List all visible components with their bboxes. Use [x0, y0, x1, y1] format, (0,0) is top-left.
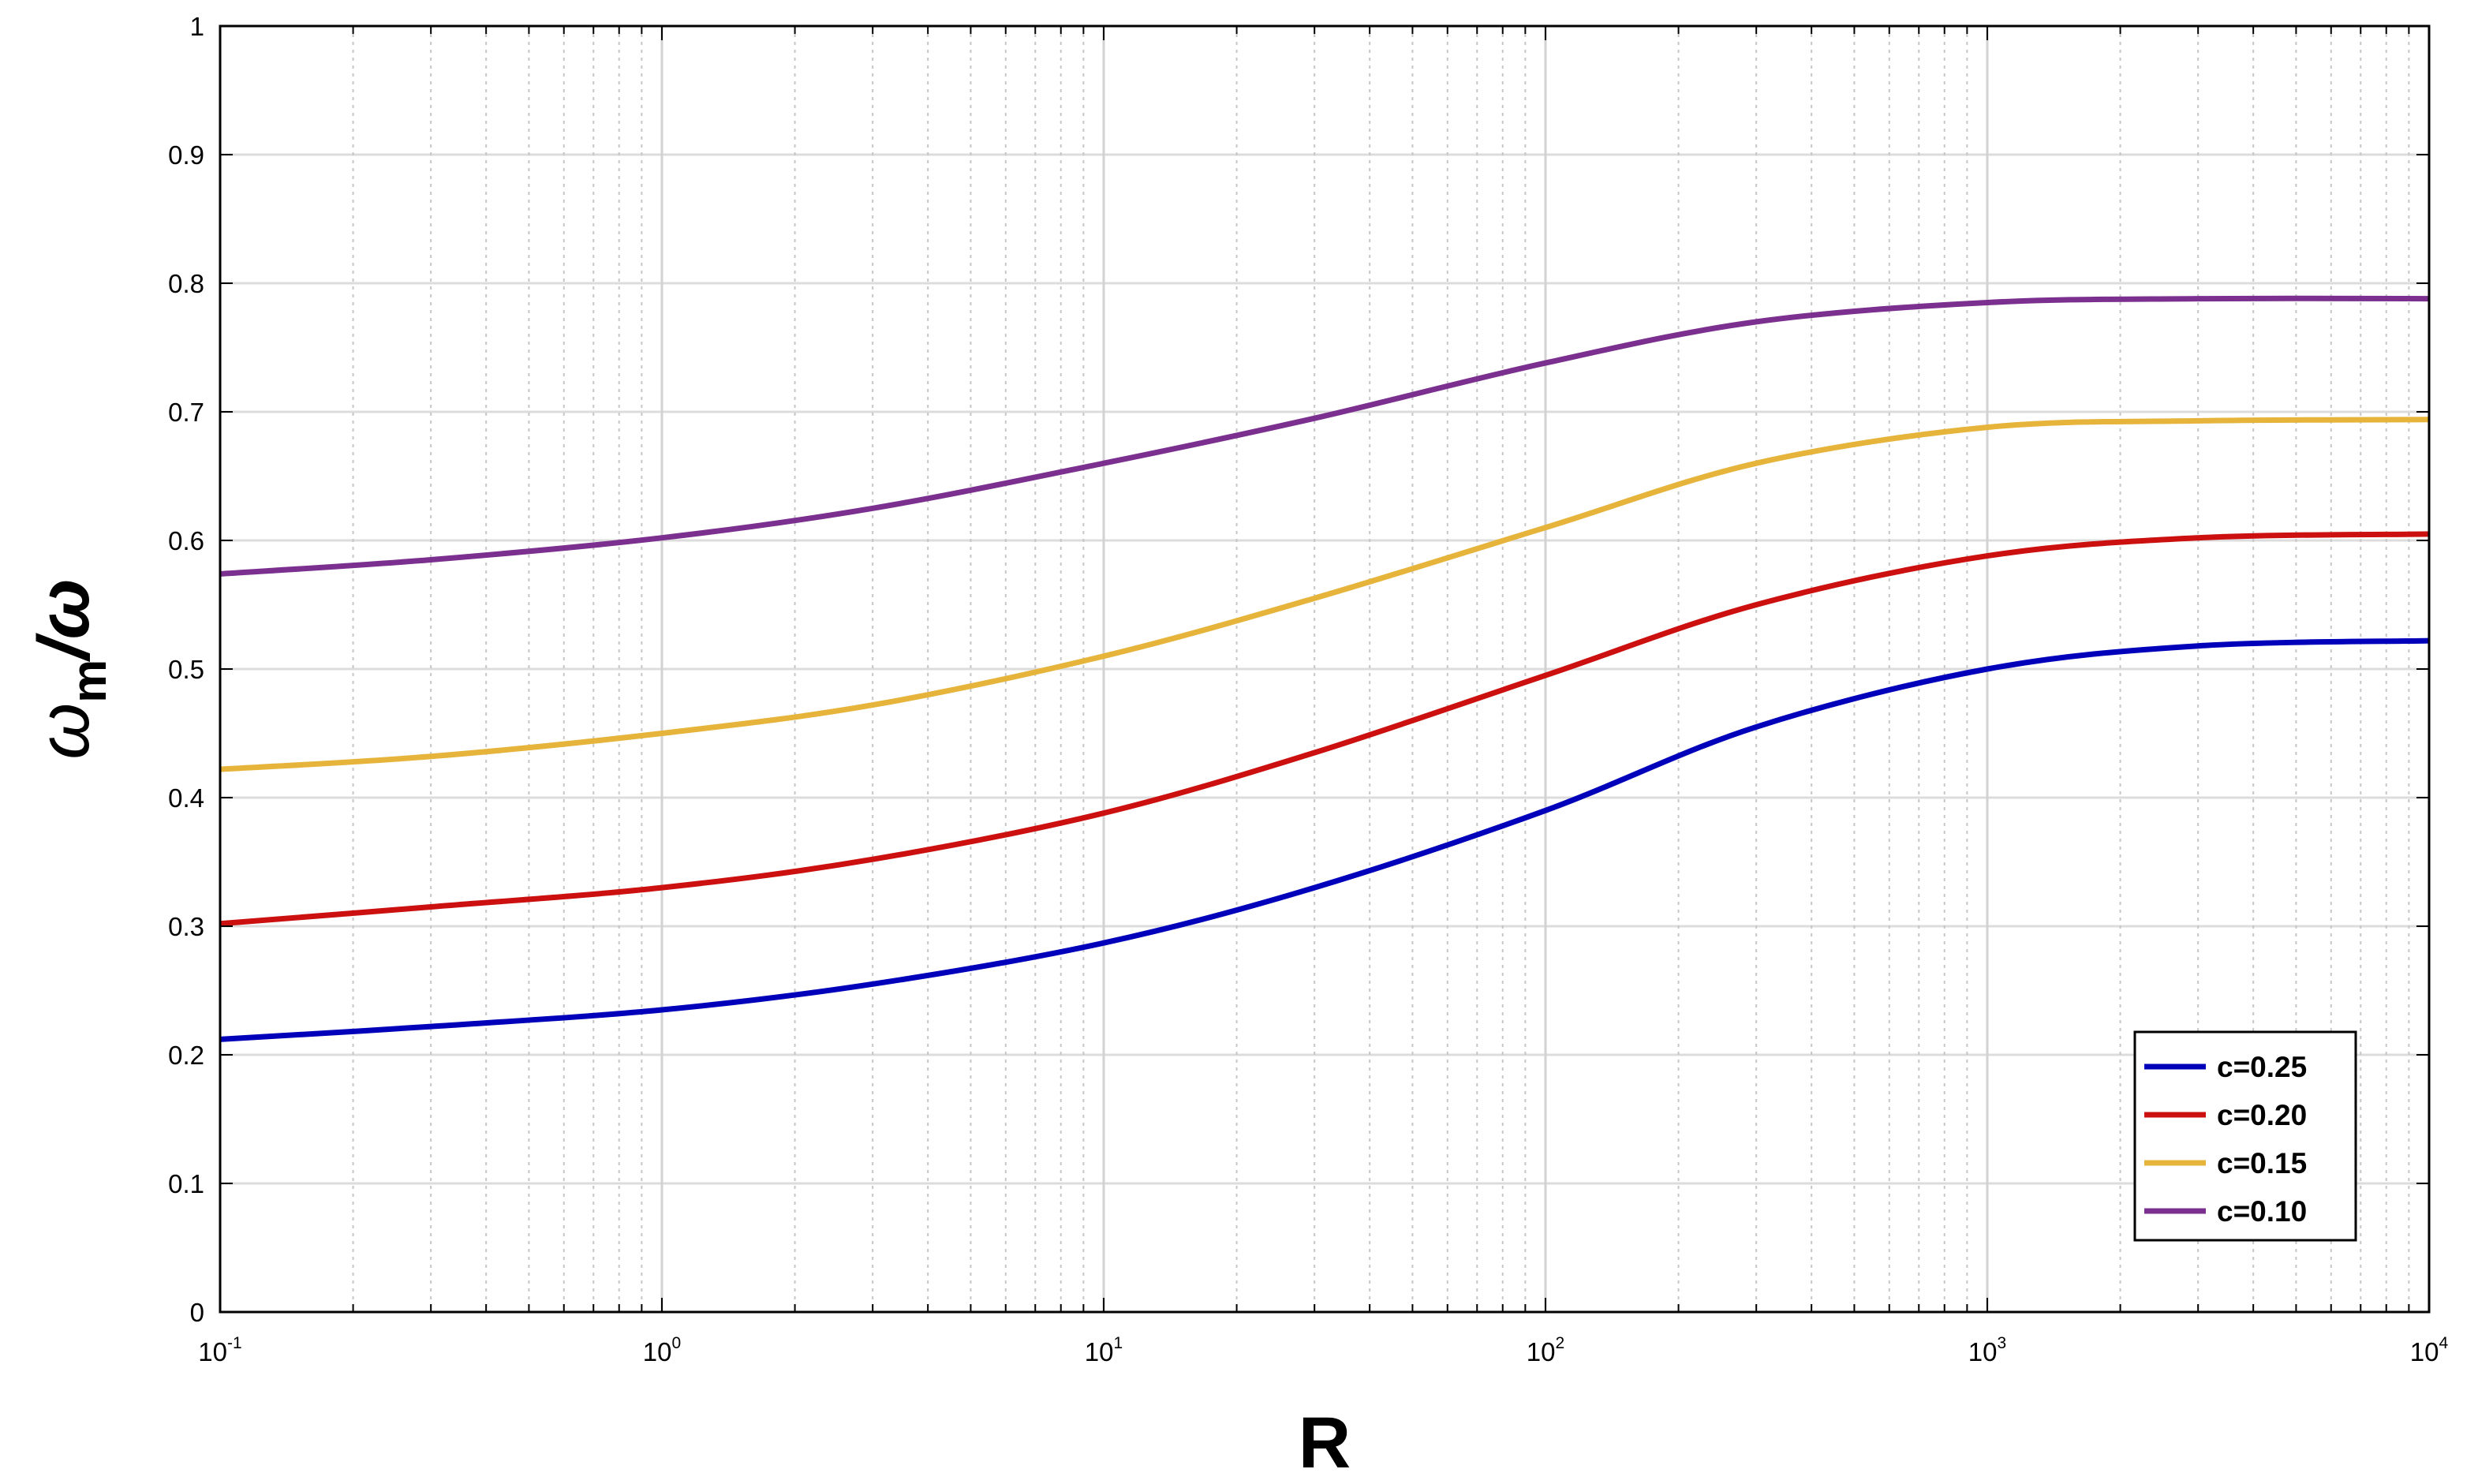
x-tick-label-base: 10: [1085, 1337, 1114, 1366]
y-tick-label: 0.1: [168, 1169, 204, 1198]
legend-label-0: c=0.25: [2217, 1051, 2307, 1083]
y-tick-label: 0.4: [168, 783, 204, 813]
y-tick-label: 0.3: [168, 912, 204, 941]
x-tick-label: 101: [1085, 1334, 1123, 1366]
x-tick-label-base: 10: [643, 1337, 672, 1366]
series-line-2: [219, 417, 2430, 772]
legend-label-1: c=0.20: [2217, 1099, 2307, 1131]
series-layer: [219, 295, 2430, 1042]
ticks: [219, 25, 2429, 1313]
y-axis-title-tail: /ω: [24, 578, 104, 662]
x-tick-label-base: 10: [1527, 1337, 1556, 1366]
y-tick-label: 0: [190, 1298, 204, 1327]
y-tick-label: 0.8: [168, 269, 204, 298]
series-line-3: [219, 295, 2430, 577]
y-axis-title-symbol: ω: [24, 703, 104, 760]
x-tick-label: 103: [1968, 1334, 2006, 1366]
y-tick-label: 0.2: [168, 1041, 204, 1070]
series-line-1: [219, 531, 2430, 927]
y-tick-label: 0.9: [168, 140, 204, 170]
x-tick-label-exponent: -1: [227, 1334, 242, 1352]
x-tick-label: 102: [1527, 1334, 1564, 1366]
y-axis-title-subscript: m: [62, 660, 117, 703]
x-tick-label-base: 10: [2410, 1337, 2439, 1366]
legend: c=0.25 c=0.20 c=0.15 c=0.10: [2133, 1030, 2357, 1242]
grid: [220, 26, 2429, 1312]
x-tick-label-exponent: 0: [672, 1334, 682, 1352]
y-tick-label: 0.6: [168, 526, 204, 555]
legend-label-2: c=0.15: [2217, 1147, 2307, 1179]
y-tick-label: 0.5: [168, 655, 204, 684]
x-tick-label: 100: [643, 1334, 681, 1366]
x-tick-label: 10-1: [198, 1334, 241, 1366]
x-tick-label-exponent: 3: [1998, 1334, 2007, 1352]
x-tick-label-base: 10: [1968, 1337, 1998, 1366]
x-tick-label-base: 10: [198, 1337, 227, 1366]
x-tick-label-exponent: 4: [2439, 1334, 2449, 1352]
x-axis-title: R: [1299, 1403, 1351, 1483]
svg-text:ωm/ω: ωm/ω: [24, 578, 117, 759]
y-tick-label: 0.7: [168, 398, 204, 427]
x-tick-label-exponent: 1: [1114, 1334, 1123, 1352]
x-tick-label-exponent: 2: [1556, 1334, 1565, 1352]
y-tick-label: 1: [190, 12, 204, 41]
x-tick-label: 104: [2410, 1334, 2449, 1366]
y-axis-title: ωm/ω: [24, 578, 117, 759]
legend-label-3: c=0.10: [2217, 1195, 2307, 1228]
series-line-0: [219, 637, 2430, 1042]
